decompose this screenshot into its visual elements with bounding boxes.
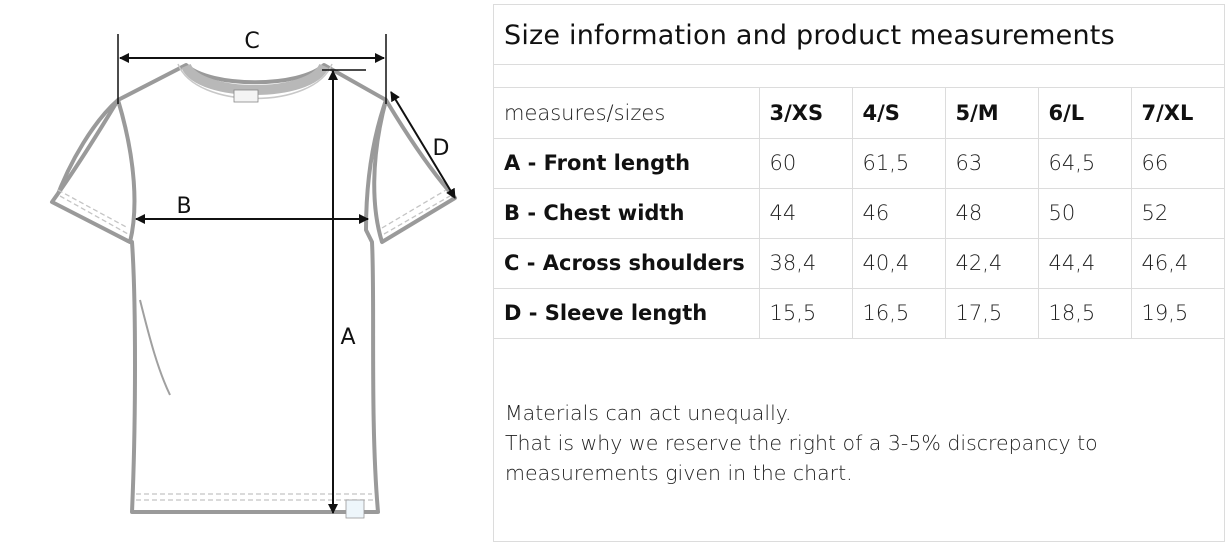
tshirt-drawing: C B A D bbox=[50, 29, 457, 519]
neck-label-icon bbox=[233, 89, 259, 103]
header-measures-sizes: measures/sizes bbox=[494, 88, 759, 139]
table-cell: 50 bbox=[1037, 188, 1131, 239]
table-cell: 46,4 bbox=[1130, 238, 1224, 289]
table-cell: 52 bbox=[1130, 188, 1224, 239]
table-cell: 40,4 bbox=[851, 238, 945, 289]
measure-d-line bbox=[390, 91, 456, 199]
spacer-row bbox=[494, 65, 1224, 88]
label-a: A bbox=[340, 325, 355, 350]
header-size: 5/M bbox=[944, 88, 1038, 139]
header-size: 3/XS bbox=[758, 88, 852, 139]
table-row: A - Front length 60 61,5 63 64,5 66 bbox=[494, 138, 1224, 189]
table-cell: 19,5 bbox=[1130, 288, 1224, 339]
table-row: D - Sleeve length 15,5 16,5 17,5 18,5 19… bbox=[494, 288, 1224, 339]
table-cell: 48 bbox=[944, 188, 1038, 239]
panel-title: Size information and product measurement… bbox=[494, 5, 1224, 65]
table-cell: 18,5 bbox=[1037, 288, 1131, 339]
label-d: D bbox=[433, 136, 450, 161]
table-cell: 66 bbox=[1130, 138, 1224, 189]
row-label: B - Chest width bbox=[494, 188, 759, 239]
note-line: That is why we reserve the right of a 3-… bbox=[505, 431, 1098, 455]
row-label: C - Across shoulders bbox=[494, 238, 759, 289]
table-cell: 17,5 bbox=[944, 288, 1038, 339]
table-row: C - Across shoulders 38,4 40,4 42,4 44,4… bbox=[494, 238, 1224, 289]
table-row: B - Chest width 44 46 48 50 52 bbox=[494, 188, 1224, 239]
discrepancy-note: Materials can act unequally. That is why… bbox=[505, 398, 1205, 488]
note-line: measurements given in the chart. bbox=[505, 461, 853, 485]
header-size: 4/S bbox=[851, 88, 945, 139]
size-info-panel: Size information and product measurement… bbox=[493, 4, 1225, 542]
table-cell: 38,4 bbox=[758, 238, 852, 289]
note-line: Materials can act unequally. bbox=[505, 401, 792, 425]
table-cell: 60 bbox=[758, 138, 852, 189]
label-c: C bbox=[244, 29, 259, 54]
hem-tag-icon bbox=[345, 499, 365, 519]
right-sleeve bbox=[372, 98, 457, 244]
label-b: B bbox=[176, 194, 191, 219]
size-table: measures/sizes 3/XS 4/S 5/M 6/L 7/XL A -… bbox=[494, 88, 1224, 339]
row-label: D - Sleeve length bbox=[494, 288, 759, 339]
table-cell: 61,5 bbox=[851, 138, 945, 189]
table-cell: 63 bbox=[944, 138, 1038, 189]
header-size: 7/XL bbox=[1130, 88, 1224, 139]
header-size: 6/L bbox=[1037, 88, 1131, 139]
table-cell: 44,4 bbox=[1037, 238, 1131, 289]
tshirt-diagram: C B A D bbox=[0, 0, 490, 547]
collar bbox=[181, 63, 329, 95]
table-cell: 46 bbox=[851, 188, 945, 239]
row-label: A - Front length bbox=[494, 138, 759, 189]
table-cell: 64,5 bbox=[1037, 138, 1131, 189]
table-header-row: measures/sizes 3/XS 4/S 5/M 6/L 7/XL bbox=[494, 88, 1224, 139]
left-sleeve bbox=[50, 98, 137, 244]
table-cell: 42,4 bbox=[944, 238, 1038, 289]
table-cell: 15,5 bbox=[758, 288, 852, 339]
table-cell: 44 bbox=[758, 188, 852, 239]
table-cell: 16,5 bbox=[851, 288, 945, 339]
